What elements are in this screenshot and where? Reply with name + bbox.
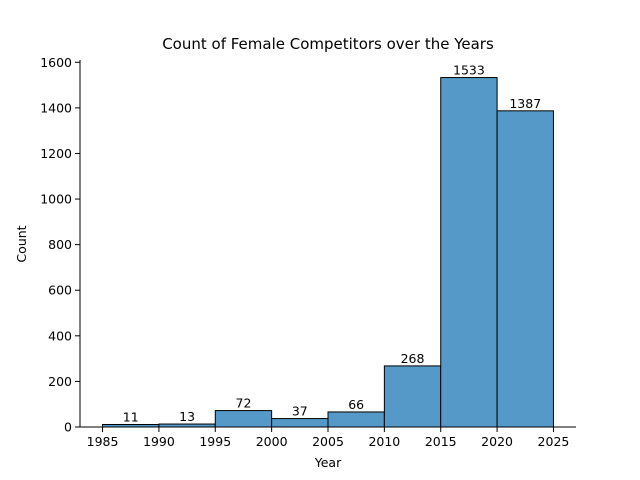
x-tick-label: 2015: [425, 434, 457, 449]
x-tick-label: 2025: [538, 434, 570, 449]
x-ticks-group: 1985 1990 1995 2000 2005 2010 2015 2020 2025: [87, 427, 570, 449]
y-tick-label: 600: [48, 283, 72, 298]
data-labels-group: 11 13 72 37 66 268 1533 1387: [123, 63, 541, 425]
y-tick-label: 400: [48, 328, 72, 343]
bars-group: [102, 77, 554, 428]
bar-value-label: 66: [348, 397, 364, 412]
y-tick-label: 1000: [40, 192, 72, 207]
x-tick-label: 2000: [256, 434, 288, 449]
bar: [271, 418, 329, 428]
y-tick-label: 1600: [40, 55, 72, 70]
x-tick-label: 2010: [368, 434, 400, 449]
bar: [496, 110, 554, 428]
bar-value-label: 1533: [453, 63, 485, 78]
y-tick-label: 1200: [40, 146, 72, 161]
y-tick-label: 800: [48, 237, 72, 252]
x-tick-label: 1990: [143, 434, 175, 449]
bar-value-label: 1387: [509, 96, 541, 111]
y-axis-label: Count: [14, 225, 29, 262]
bar-value-label: 72: [236, 396, 252, 411]
y-ticks-group: 0 200 400 600 800 1000 1200 1400 1600: [40, 55, 80, 435]
x-tick-label: 1995: [199, 434, 231, 449]
y-tick-label: 0: [64, 420, 72, 435]
x-tick-label: 1985: [87, 434, 119, 449]
bar: [383, 365, 442, 428]
bar-value-label: 13: [179, 409, 195, 424]
y-tick-label: 200: [48, 374, 72, 389]
x-tick-label: 2005: [312, 434, 344, 449]
bar-value-label: 11: [123, 409, 139, 424]
bar: [214, 410, 273, 428]
x-axis-label: Year: [314, 455, 342, 470]
bar-value-label: 268: [401, 351, 425, 366]
bar: [327, 411, 385, 428]
x-tick-label: 2020: [481, 434, 513, 449]
bar-value-label: 37: [292, 404, 308, 419]
chart-title: Count of Female Competitors over the Yea…: [162, 35, 494, 53]
y-tick-label: 1400: [40, 100, 72, 115]
bar: [440, 77, 498, 428]
